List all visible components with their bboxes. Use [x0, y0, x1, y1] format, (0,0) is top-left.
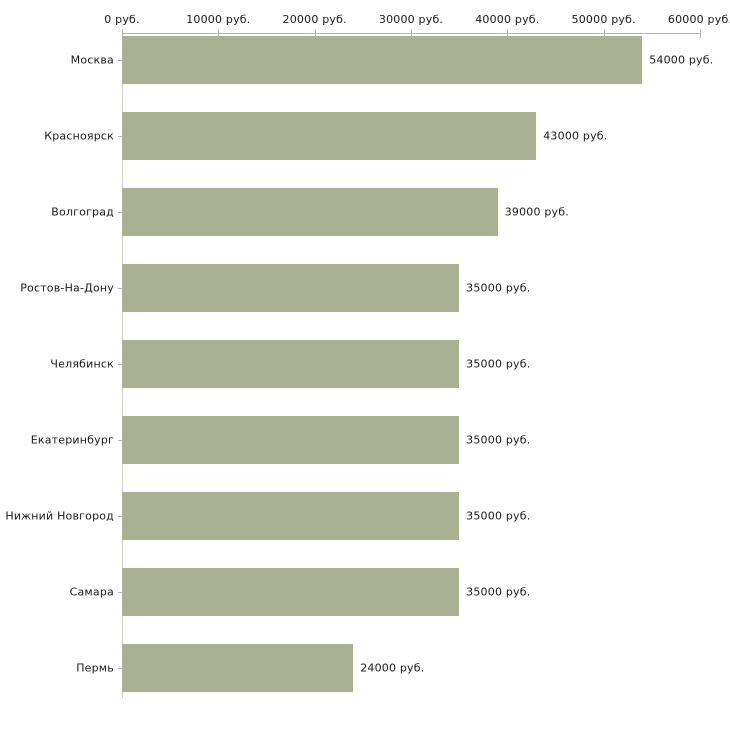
y-axis-tick: [118, 592, 122, 593]
x-axis-tick: [218, 29, 220, 38]
category-label: Волгоград: [51, 205, 114, 219]
bar[interactable]: [122, 188, 498, 236]
x-axis-tick: [411, 29, 412, 38]
y-axis-tick: [118, 364, 122, 365]
y-axis-tick: [118, 212, 122, 213]
bar-value-label: 35000 руб.: [466, 357, 531, 371]
x-axis-tick: [700, 29, 701, 38]
bar-value-label: 35000 руб.: [466, 281, 531, 295]
y-axis-tick: [118, 288, 122, 289]
category-label: Красноярск: [44, 129, 114, 143]
x-axis-tick-label: 40000 руб.: [475, 13, 540, 26]
x-axis-tick: [122, 29, 123, 38]
category-label: Самара: [69, 585, 114, 599]
x-axis-tick-label: 30000 руб.: [378, 13, 444, 26]
x-axis-tick-label: 60000 руб.: [667, 13, 730, 26]
bar[interactable]: [122, 492, 460, 540]
bar-value-label: 35000 руб.: [466, 509, 531, 523]
bar[interactable]: [122, 644, 354, 692]
bar-value-label: 35000 руб.: [466, 433, 531, 447]
bar[interactable]: [122, 112, 537, 160]
category-label: Пермь: [76, 661, 114, 675]
x-axis-tick-label: 20000 руб.: [282, 13, 347, 26]
bar[interactable]: [122, 416, 460, 464]
y-axis-tick: [118, 668, 122, 669]
x-axis-tick: [507, 29, 509, 38]
bar[interactable]: [122, 36, 643, 84]
bar-value-label: 54000 руб.: [649, 53, 714, 67]
bar-value-label: 43000 руб.: [543, 129, 608, 143]
category-label: Челябинск: [50, 357, 114, 371]
bar[interactable]: [122, 340, 460, 388]
x-axis-tick-label: 10000 руб.: [186, 13, 251, 26]
category-label: Ростов-На-Дону: [20, 281, 114, 295]
bar-value-label: 39000 руб.: [504, 205, 569, 219]
category-label: Москва: [70, 53, 114, 67]
x-axis-tick: [314, 29, 316, 38]
y-axis-tick: [118, 136, 122, 137]
category-label: Екатеринбург: [30, 433, 114, 447]
bar-value-label: 24000 руб.: [360, 661, 425, 675]
bar[interactable]: [122, 264, 460, 312]
x-axis-tick: [603, 29, 605, 38]
bar-value-label: 35000 руб.: [466, 585, 531, 599]
x-axis-tick-label: 0 руб.: [104, 13, 140, 26]
y-axis-tick: [118, 60, 122, 61]
category-label: Нижний Новгород: [5, 509, 114, 523]
y-axis-tick: [118, 440, 122, 441]
bar[interactable]: [122, 568, 460, 616]
x-axis-tick-label: 50000 руб.: [571, 13, 636, 26]
y-axis-tick: [118, 516, 122, 517]
